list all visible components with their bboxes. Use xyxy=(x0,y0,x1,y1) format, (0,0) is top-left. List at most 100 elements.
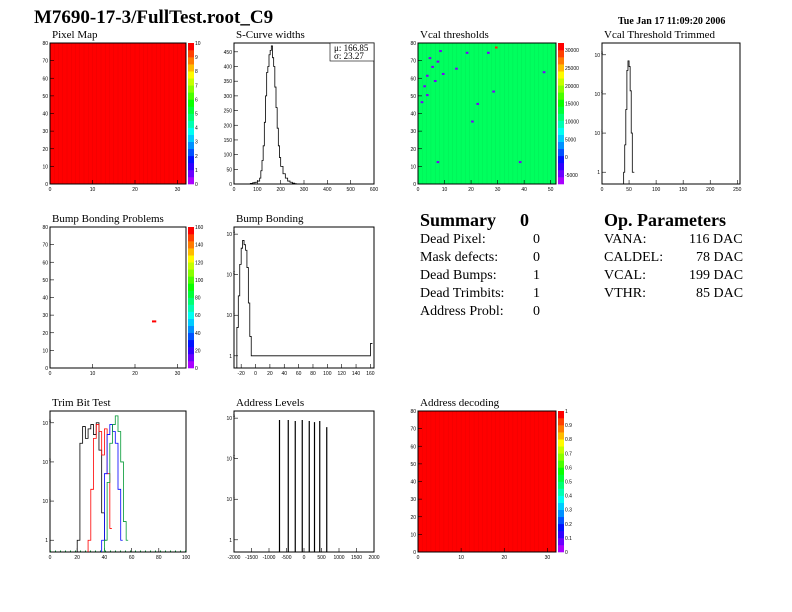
ytick-label-bump: 1 xyxy=(229,354,232,360)
frame-vcal_trim xyxy=(601,42,741,185)
ytick-exp-addr_levels: 1 xyxy=(233,495,235,499)
op-param-label-vcal: VCAL: xyxy=(604,268,646,283)
xtick-label-pixel_map: 20 xyxy=(132,187,138,193)
xtick-label-addr_decoding: 30 xyxy=(545,555,551,561)
colorbar-segment-pixel_map xyxy=(188,71,194,79)
colorbar-segment-bump_problems xyxy=(188,304,194,312)
ytick-label-vcal_trim: 1 xyxy=(597,170,600,176)
colorbar-label-pixel_map: 4 xyxy=(195,126,198,132)
heatmap-fill-addr_decoding xyxy=(418,411,556,552)
ytick-label-addr_decoding: 0 xyxy=(413,550,416,556)
xtick-label-trimbit: 20 xyxy=(74,555,80,561)
colorbar-label-addr_decoding: 0.6 xyxy=(565,465,572,471)
xtick-label-vcal_trim: 50 xyxy=(626,187,632,193)
ytick-label-bump_problems: 0 xyxy=(45,366,48,372)
colorbar-label-pixel_map: 6 xyxy=(195,97,198,103)
colorbar-segment-vcal_thr xyxy=(558,176,564,185)
colorbar-segment-addr_decoding xyxy=(558,502,564,510)
xtick-label-vcal_thr: 40 xyxy=(521,187,527,193)
xtick-label-vcal_trim: 250 xyxy=(733,187,742,193)
heatmap-cell-vcal_thr xyxy=(441,72,445,75)
ytick-label-trimbit: 1 xyxy=(45,538,48,544)
xtick-label-addr_levels: 1000 xyxy=(333,555,344,561)
heatmap-cell-vcal_thr xyxy=(425,74,429,77)
colorbar-segment-pixel_map xyxy=(188,155,194,164)
hist-line-trimbit xyxy=(104,415,129,552)
page-title: M7690-17-3/FullTest.root_C9 xyxy=(34,7,274,28)
ytick-label-pixel_map: 10 xyxy=(42,164,48,170)
colorbar-segment-vcal_thr xyxy=(558,85,564,93)
colorbar-segment-pixel_map xyxy=(188,43,194,51)
colorbar-label-bump_problems: 60 xyxy=(195,313,201,319)
ytick-label-bump_problems: 80 xyxy=(42,225,48,231)
heatmap-cell-vcal_thr xyxy=(428,57,432,60)
heatmap-cell-vcal_thr xyxy=(471,120,474,123)
ytick-label-addr_levels: 10 xyxy=(226,416,232,422)
ytick-label-addr_levels: 10 xyxy=(226,457,232,463)
xtick-label-scurve: 100 xyxy=(253,187,262,193)
panel-title-bump-problems: Bump Bonding Problems xyxy=(52,213,164,225)
summary-value-dead-bumps: 1 xyxy=(533,268,540,283)
panel-title-trimbit: Trim Bit Test xyxy=(52,397,111,409)
frame-scurve xyxy=(233,42,375,185)
ytick-label-trimbit: 10 xyxy=(42,499,48,505)
colorbar-segment-bump_problems xyxy=(188,297,194,305)
xtick-label-addr_levels: -2000 xyxy=(228,555,241,561)
xtick-label-addr_decoding: 0 xyxy=(417,555,420,561)
colorbar-segment-pixel_map xyxy=(188,99,194,107)
colorbar-label-addr_decoding: 0 xyxy=(565,550,568,556)
ytick-label-scurve: 150 xyxy=(224,138,233,144)
xtick-label-vcal_thr: 0 xyxy=(417,187,420,193)
colorbar-segment-bump_problems xyxy=(188,227,194,235)
colorbar-label-pixel_map: 10 xyxy=(195,41,201,47)
ytick-exp-addr_levels: 3 xyxy=(233,414,235,418)
colorbar-segment-pixel_map xyxy=(188,106,194,114)
xtick-label-bump: -20 xyxy=(238,371,245,377)
summary-value-dead-trimbits: 1 xyxy=(533,286,540,301)
ytick-label-vcal_thr: 80 xyxy=(410,41,416,47)
ytick-exp-bump: 1 xyxy=(233,311,235,315)
heatmap-cell-vcal_thr xyxy=(455,67,458,70)
colorbar-segment-addr_decoding xyxy=(558,439,564,447)
xtick-label-vcal_thr: 50 xyxy=(548,187,554,193)
colorbar-label-pixel_map: 7 xyxy=(195,83,198,89)
colorbar-segment-bump_problems xyxy=(188,332,194,341)
op-parameters-panel: Op. Parameters VANA: 116 DAC CALDEL: 78 … xyxy=(604,210,754,302)
colorbar-segment-vcal_thr xyxy=(558,155,564,164)
colorbar-segment-bump_problems xyxy=(188,290,194,298)
ytick-exp-trimbit: 1 xyxy=(49,497,51,501)
ytick-label-pixel_map: 50 xyxy=(42,94,48,100)
ytick-label-bump_problems: 30 xyxy=(42,313,48,319)
ytick-label-vcal_trim: 10 xyxy=(594,131,600,137)
xtick-label-trimbit: 80 xyxy=(156,555,162,561)
heatmap-cell-bump_problems xyxy=(152,320,157,323)
colorbar-label-bump_problems: 20 xyxy=(195,348,201,354)
xtick-label-trimbit: 0 xyxy=(49,555,52,561)
xtick-label-addr_levels: 0 xyxy=(303,555,306,561)
xtick-label-pixel_map: 0 xyxy=(49,187,52,193)
heatmap-cell-vcal_thr xyxy=(492,90,495,93)
colorbar-label-bump_problems: 120 xyxy=(195,260,204,266)
ytick-exp-addr_levels: 2 xyxy=(233,455,235,459)
heatmap-cell-vcal_thr xyxy=(420,101,424,104)
colorbar-label-vcal_thr: 0 xyxy=(565,155,568,161)
xtick-label-vcal_trim: 200 xyxy=(706,187,715,193)
colorbar-segment-pixel_map xyxy=(188,120,194,128)
heatmap-cell-vcal_thr xyxy=(494,46,498,49)
ytick-label-scurve: 200 xyxy=(224,123,233,129)
colorbar-segment-bump_problems xyxy=(188,241,194,249)
heatmap-cell-vcal_thr xyxy=(465,51,469,54)
colorbar-label-vcal_thr: 20000 xyxy=(565,84,579,90)
colorbar-label-bump_problems: 100 xyxy=(195,278,204,284)
op-param-value-vana: 116 DAC xyxy=(689,232,743,247)
colorbar-segment-pixel_map xyxy=(188,176,194,185)
ytick-label-pixel_map: 70 xyxy=(42,59,48,65)
ytick-label-pixel_map: 0 xyxy=(45,182,48,188)
colorbar-segment-vcal_thr xyxy=(558,127,564,135)
colorbar-label-addr_decoding: 0.7 xyxy=(565,451,572,457)
op-param-label-caldel: CALDEL: xyxy=(604,250,664,265)
panel-title-addr-decoding: Address decoding xyxy=(420,397,500,409)
panel-title-scurve: S-Curve widths xyxy=(236,29,305,41)
heatmap-fill-bump_problems xyxy=(50,227,186,368)
